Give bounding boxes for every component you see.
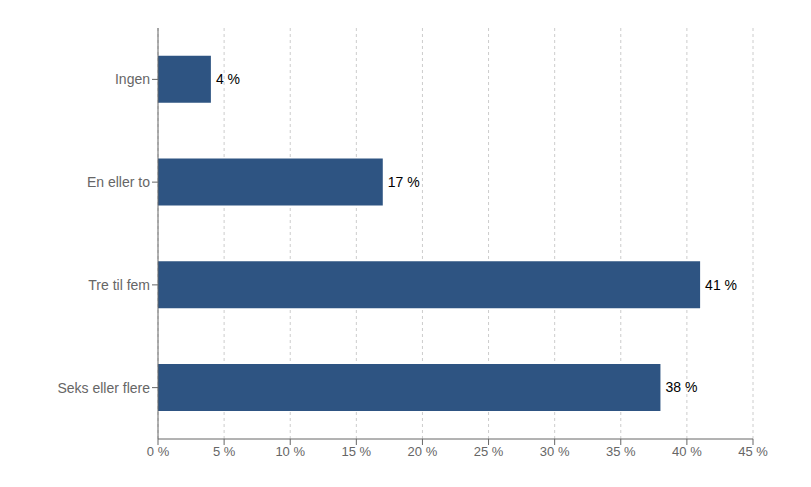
svg-text:38 %: 38 %: [665, 379, 697, 395]
svg-text:35 %: 35 %: [606, 444, 636, 459]
svg-text:0 %: 0 %: [147, 444, 170, 459]
svg-text:45 %: 45 %: [738, 444, 768, 459]
svg-text:30 %: 30 %: [540, 444, 570, 459]
svg-text:17 %: 17 %: [388, 174, 420, 190]
svg-text:41 %: 41 %: [705, 277, 737, 293]
svg-text:Tre til fem: Tre til fem: [88, 277, 150, 293]
svg-text:20 %: 20 %: [408, 444, 438, 459]
svg-text:40 %: 40 %: [672, 444, 702, 459]
svg-text:4 %: 4 %: [216, 71, 240, 87]
svg-text:En eller to: En eller to: [87, 174, 150, 190]
svg-text:Seks eller flere: Seks eller flere: [57, 380, 150, 396]
svg-text:Ingen: Ingen: [115, 71, 150, 87]
svg-text:15 %: 15 %: [342, 444, 372, 459]
svg-text:10 %: 10 %: [275, 444, 305, 459]
svg-text:25 %: 25 %: [474, 444, 504, 459]
svg-text:5 %: 5 %: [213, 444, 236, 459]
